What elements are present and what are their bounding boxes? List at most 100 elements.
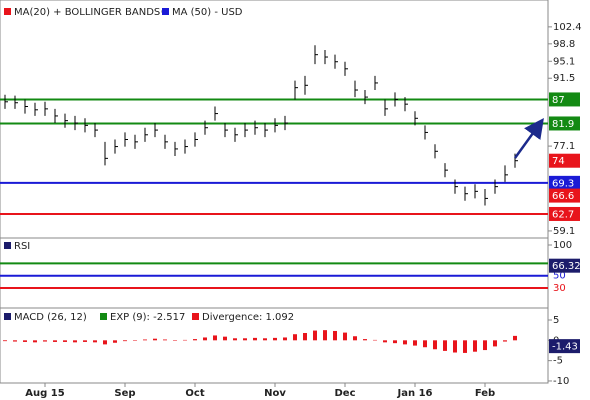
divergence-bar (3, 340, 7, 342)
y-tick-label: -10 (553, 376, 569, 387)
forecast-arrow (513, 117, 544, 159)
divergence-bar (273, 337, 277, 341)
legend-label: MA(20) + BOLLINGER BANDS® (14, 7, 170, 18)
divergence-bar (33, 340, 37, 343)
divergence-bar (73, 340, 77, 343)
divergence-bar (423, 340, 427, 348)
divergence-bar (143, 339, 147, 341)
divergence-bar (333, 330, 337, 341)
divergence-bar (483, 340, 487, 351)
divergence-bar (323, 330, 327, 341)
divergence-bar (203, 337, 207, 341)
divergence-bar (503, 340, 507, 342)
divergence-bar (193, 339, 197, 341)
value-badge (549, 339, 580, 354)
legend-label: EXP (9): -2.517 (110, 312, 185, 323)
divergence-bar (263, 338, 267, 341)
divergence-bar (463, 340, 467, 353)
x-tick-label: Nov (264, 388, 286, 399)
divergence-bar (123, 340, 127, 342)
divergence-bar (413, 340, 417, 346)
value-badge (549, 92, 580, 107)
legend-swatch (100, 313, 107, 320)
divergence-bar (103, 340, 107, 345)
divergence-bar (283, 337, 287, 341)
x-tick-label: Jan 16 (397, 388, 433, 399)
plot-frame (0, 0, 549, 384)
divergence-bar (213, 335, 217, 341)
divergence-bar (493, 340, 497, 347)
x-tick-label: Oct (185, 388, 204, 399)
divergence-bar (93, 340, 97, 343)
divergence-bar (383, 340, 387, 343)
y-tick-label: 98.8 (553, 39, 575, 50)
value-badge (549, 175, 580, 190)
x-tick-label: Dec (334, 388, 355, 399)
divergence-bar (223, 336, 227, 341)
divergence-bar (173, 340, 177, 341)
divergence-bar (23, 340, 27, 342)
divergence-bar (13, 340, 17, 342)
divergence-bar (343, 332, 347, 341)
value-badge-label: 66.6 (552, 191, 574, 202)
value-badge-label: 74 (552, 156, 565, 167)
divergence-bar (53, 340, 57, 342)
divergence-bar (153, 338, 157, 341)
divergence-bar (163, 339, 167, 341)
value-badge-label: 81.9 (552, 119, 574, 130)
divergence-bar (313, 330, 317, 341)
divergence-bar (373, 339, 377, 341)
divergence-bar (473, 340, 477, 352)
level-label: 50 (553, 271, 566, 282)
divergence-bar (183, 339, 187, 341)
value-badge-label: 62.7 (552, 209, 574, 220)
value-badge-label: 66.32 (552, 261, 581, 272)
divergence-bar (253, 337, 257, 341)
divergence-bar (83, 340, 87, 342)
value-badge (549, 153, 580, 168)
y-tick-label: 91.5 (553, 73, 575, 84)
y-tick-label: 77.1 (553, 141, 575, 152)
y-tick-label: 59.1 (553, 226, 575, 237)
value-badge (549, 188, 580, 203)
value-badge (549, 206, 580, 221)
level-label: 30 (553, 283, 566, 294)
legend-label: Divergence: 1.092 (202, 312, 294, 323)
divergence-bar (403, 340, 407, 345)
x-tick-label: Sep (114, 388, 135, 399)
divergence-bar (293, 334, 297, 341)
divergence-bar (363, 339, 367, 341)
divergence-bar (113, 340, 117, 343)
value-badge (549, 258, 580, 273)
y-tick-label: 5 (553, 315, 559, 326)
legend-swatch (192, 313, 199, 320)
divergence-bar (303, 333, 307, 341)
legend-swatch (162, 8, 169, 15)
value-badge-label: -1.43 (552, 342, 578, 353)
divergence-bar (243, 338, 247, 341)
legend-label: MACD (26, 12) (14, 312, 87, 323)
value-badge-label: 87 (552, 95, 565, 106)
legend-swatch (4, 313, 11, 320)
legend-swatch (4, 8, 11, 15)
value-badge-label: 69.3 (552, 178, 574, 189)
y-tick-label: -5 (553, 356, 563, 367)
value-badge (549, 116, 580, 131)
divergence-bar (513, 335, 517, 341)
divergence-bar (63, 340, 67, 342)
divergence-bar (133, 340, 137, 341)
y-tick-label: 102.4 (553, 22, 582, 33)
x-tick-label: Feb (475, 388, 495, 399)
divergence-bar (353, 336, 357, 341)
legend-label: MA (50) - USD (172, 7, 243, 18)
legend-label: RSI (14, 241, 30, 252)
x-tick-label: Aug 15 (25, 388, 64, 399)
divergence-bar (393, 340, 397, 344)
divergence-bar (233, 338, 237, 341)
y-tick-label: 100 (553, 240, 572, 251)
divergence-bar (433, 340, 437, 350)
legend-swatch (4, 242, 11, 249)
divergence-bar (43, 340, 47, 342)
